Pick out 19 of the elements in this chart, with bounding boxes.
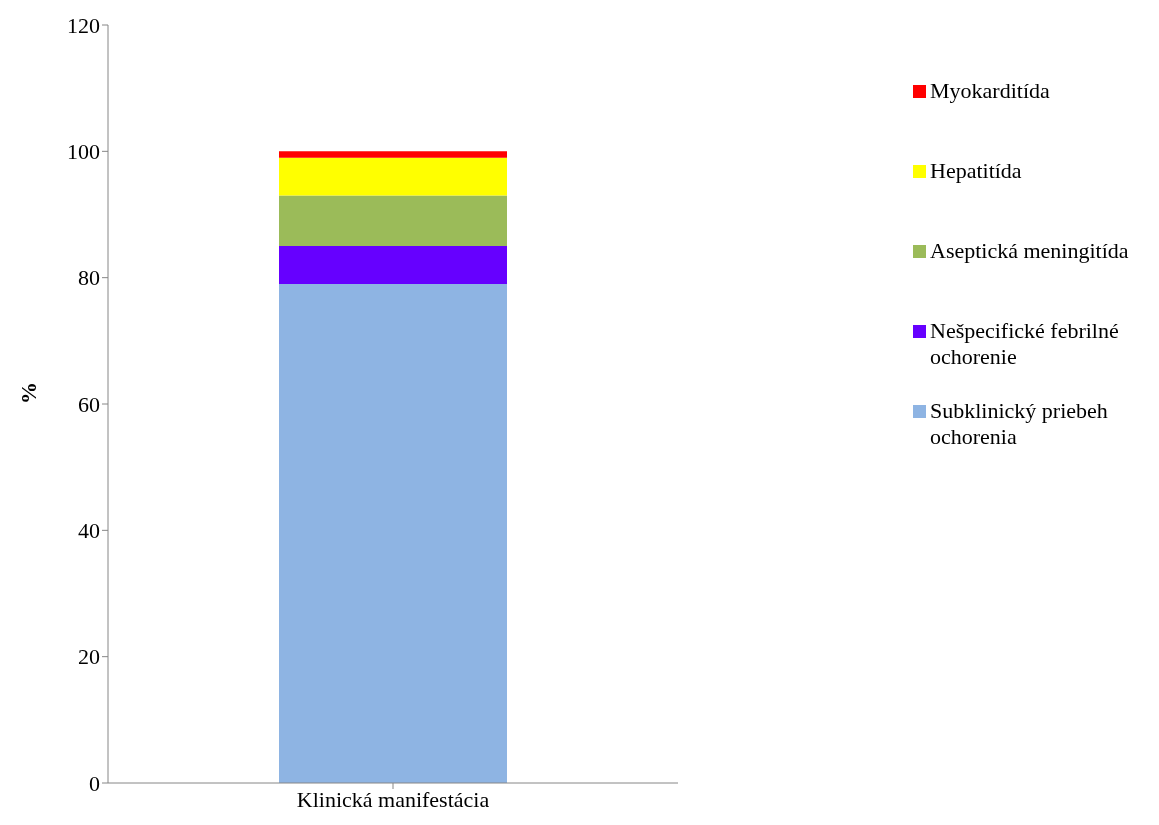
legend-label: Myokarditída [930, 78, 1050, 104]
y-tick-label: 60 [78, 391, 100, 417]
y-tick-label: 80 [78, 265, 100, 291]
y-tick-label: 40 [78, 518, 100, 544]
bar [279, 283, 507, 783]
y-tick-label: 0 [89, 770, 100, 796]
legend-label: Hepatitída [930, 158, 1022, 184]
y-tick-label: 20 [78, 644, 100, 670]
legend-label: Aseptická meningitída [930, 238, 1129, 264]
y-axis-title: % [15, 382, 41, 404]
bar [279, 157, 507, 196]
bar [279, 246, 507, 284]
legend-label: Nešpecifické febrilné ochorenie [930, 318, 1120, 370]
legend-label: Subklinický priebeh ochorenia [930, 398, 1109, 450]
y-tick-label: 100 [67, 139, 100, 165]
bar [279, 195, 507, 247]
bar [279, 151, 507, 158]
x-tick-label: Klinická manifestácia [296, 786, 490, 812]
y-tick-label: 120 [67, 12, 100, 38]
